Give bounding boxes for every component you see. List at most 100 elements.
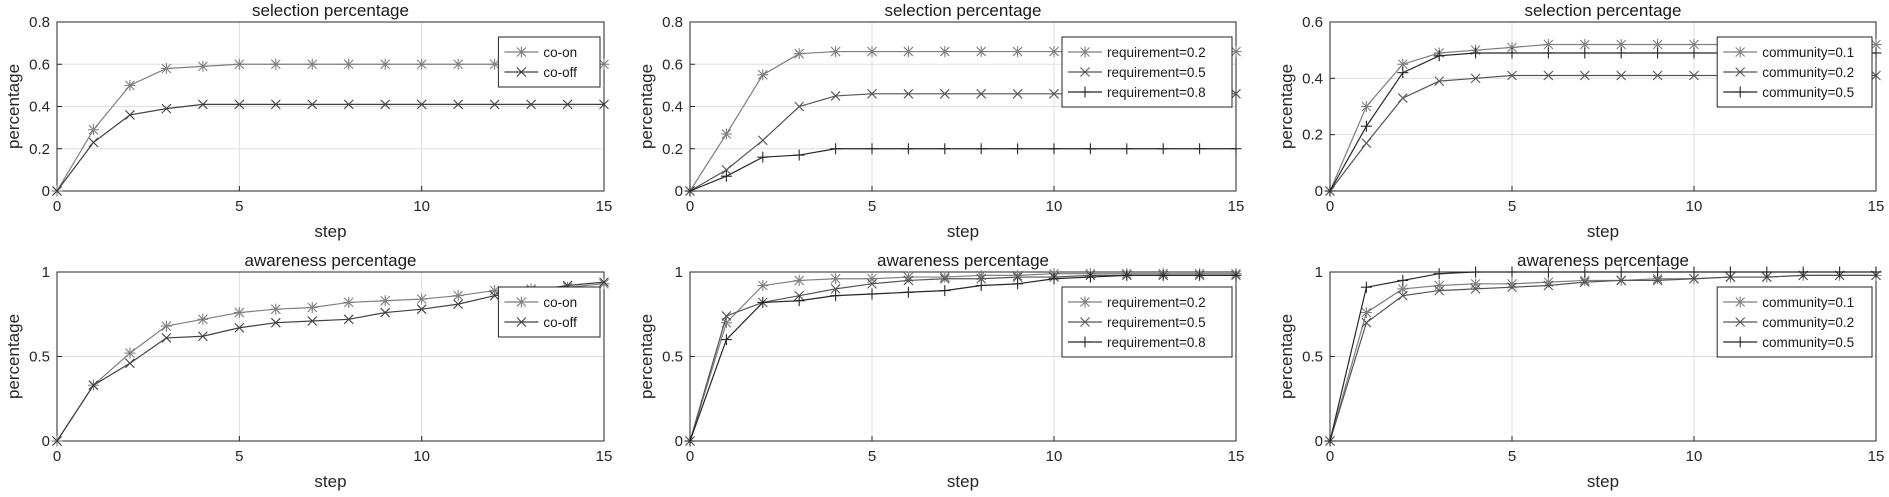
data-point [975, 280, 987, 292]
data-point [379, 58, 391, 70]
data-point [1579, 47, 1591, 59]
data-point [1397, 274, 1409, 286]
y-tick-label: 0 [42, 183, 50, 200]
data-point [1121, 269, 1133, 281]
y-tick-label: 0.5 [662, 349, 683, 366]
data-point [1507, 70, 1517, 81]
data-point [1616, 275, 1627, 286]
x-tick-label: 15 [596, 448, 613, 465]
x-tick-label: 0 [1326, 448, 1334, 465]
data-point [1048, 46, 1060, 58]
y-tick-label: 0.4 [29, 99, 50, 116]
data-point [976, 88, 987, 99]
data-point [867, 278, 877, 289]
series-line [1329, 274, 1876, 442]
data-point [306, 301, 318, 313]
data-point [867, 88, 877, 99]
data-point [416, 99, 427, 110]
legend-entry: requirement=0.2 [1107, 45, 1206, 60]
data-point [684, 435, 696, 447]
data-point [1397, 290, 1408, 301]
series-line [689, 148, 1236, 192]
data-point [1397, 67, 1409, 79]
series-3 [684, 143, 1242, 197]
x-axis-label: step [314, 472, 346, 491]
x-tick-label: 5 [868, 198, 876, 215]
legend-box [497, 36, 601, 88]
data-point [87, 124, 99, 136]
data-point [1470, 73, 1481, 84]
legend: community=0.1 community=0.2 community=0.5 [1716, 36, 1873, 108]
y-axis-label: percentage [1277, 314, 1296, 399]
x-tick-label: 15 [596, 198, 613, 215]
subplot-2: 0 5 10 15 0 0.2 0.4 0.6 0.8 selection percentage s… [637, 1, 1244, 241]
legend-marker [1734, 296, 1746, 308]
data-point [1506, 47, 1518, 59]
y-tick-label: 0 [675, 433, 683, 450]
legend-marker [1735, 317, 1746, 327]
legend-entry: community=0.5 [1762, 335, 1854, 350]
data-point [902, 286, 914, 298]
data-point [866, 288, 878, 300]
data-point [1470, 47, 1482, 59]
data-point [1012, 46, 1024, 58]
data-point [1506, 266, 1518, 278]
data-point [1084, 271, 1096, 283]
legend-entry: community=0.2 [1762, 315, 1854, 330]
data-point [343, 58, 355, 70]
data-point [757, 280, 769, 292]
legend-marker [1079, 46, 1091, 58]
data-point [793, 274, 805, 286]
series-3 [684, 269, 1242, 447]
y-axis-label: percentage [4, 314, 23, 399]
x-tick-label: 10 [413, 198, 430, 215]
x-tick-label: 0 [686, 448, 694, 465]
data-point [197, 60, 209, 72]
data-point [1324, 185, 1336, 197]
data-point [1652, 39, 1664, 51]
data-point [1361, 138, 1372, 149]
data-point [307, 99, 318, 110]
data-point [234, 99, 245, 110]
data-point [975, 46, 987, 58]
y-tick-label: 0.2 [662, 141, 683, 158]
data-point [939, 273, 950, 284]
data-point [1230, 143, 1242, 155]
y-tick-label: 0.5 [29, 349, 50, 366]
data-point [453, 99, 464, 110]
data-point [902, 143, 914, 155]
data-point [270, 58, 282, 70]
chart-title: selection percentage [885, 1, 1042, 20]
chart-title: awareness percentage [1517, 251, 1689, 270]
data-point [1084, 143, 1096, 155]
legend-entry: community=0.5 [1762, 85, 1854, 100]
data-point [830, 46, 842, 58]
data-point [233, 307, 245, 319]
data-point [939, 143, 951, 155]
data-point [307, 316, 318, 326]
data-point [939, 271, 951, 283]
data-point [1157, 143, 1169, 155]
data-point [1689, 70, 1699, 81]
chart-title: awareness percentage [877, 251, 1049, 270]
legend-marker [516, 67, 527, 77]
data-point [1012, 143, 1024, 155]
data-point [1194, 143, 1206, 155]
x-tick-label: 15 [1868, 198, 1885, 215]
data-point [416, 293, 428, 305]
y-tick-label: 0 [1315, 433, 1323, 450]
x-axis-label: step [1587, 472, 1619, 491]
data-point [453, 299, 464, 309]
data-point [452, 290, 464, 302]
chart-title: selection percentage [1525, 1, 1682, 20]
data-point [976, 273, 987, 284]
legend-marker [1080, 67, 1090, 77]
data-point [793, 149, 805, 161]
data-point [975, 143, 987, 155]
data-point [1689, 273, 1699, 284]
data-point [793, 295, 805, 307]
data-point [903, 275, 914, 286]
x-tick-label: 0 [53, 198, 61, 215]
x-tick-label: 10 [1686, 198, 1703, 215]
data-point [1324, 435, 1336, 447]
